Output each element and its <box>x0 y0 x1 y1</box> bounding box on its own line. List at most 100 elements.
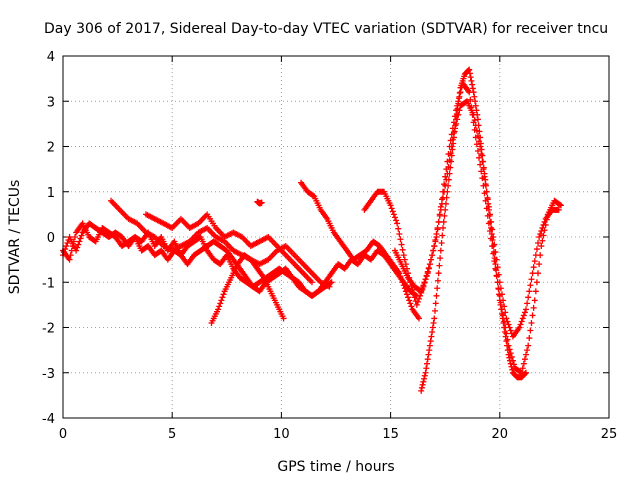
data-point-marker <box>431 243 438 250</box>
data-point-marker <box>434 285 441 292</box>
data-point-marker <box>469 81 476 88</box>
data-point-marker <box>410 290 417 297</box>
data-point-marker <box>496 279 503 286</box>
data-point-marker <box>422 276 429 283</box>
data-point-marker <box>402 288 409 295</box>
data-point-marker <box>67 252 74 259</box>
data-point-marker <box>529 312 536 319</box>
y-axis-label: SDTVAR / TECUs <box>7 180 23 295</box>
data-point-marker <box>77 235 84 242</box>
data-point-marker <box>519 315 526 322</box>
data-point-marker <box>471 93 478 100</box>
data-point-marker <box>470 89 477 96</box>
data-point-marker <box>495 271 502 278</box>
data-point-marker <box>524 347 531 354</box>
data-point-marker <box>492 261 499 268</box>
data-point-marker <box>415 295 422 302</box>
data-point-marker <box>411 294 418 301</box>
data-point-marker <box>328 279 335 286</box>
data-point-marker <box>474 116 481 123</box>
data-point-marker <box>533 246 540 253</box>
data-point-marker <box>473 127 480 134</box>
data-point-marker <box>426 261 433 268</box>
data-point-marker <box>435 270 442 277</box>
data-point-marker <box>431 315 438 322</box>
data-point-marker <box>428 256 435 263</box>
series-track-b <box>60 220 335 299</box>
data-point-marker <box>390 211 397 218</box>
data-point-marker <box>399 246 406 253</box>
data-point-marker <box>529 270 536 277</box>
data-point-marker <box>505 321 512 328</box>
data-point-marker <box>216 303 223 310</box>
data-point-marker <box>538 243 545 250</box>
data-point-marker <box>484 196 491 203</box>
data-point-marker <box>439 232 446 239</box>
data-point-marker <box>516 324 523 331</box>
data-point-marker <box>471 117 478 124</box>
data-point-marker <box>503 338 510 345</box>
data-point-marker <box>426 347 433 354</box>
data-point-marker <box>310 192 317 199</box>
data-point-marker <box>425 265 432 272</box>
data-point-marker <box>503 315 510 322</box>
data-point-marker <box>73 247 80 254</box>
data-point-marker <box>519 365 526 372</box>
data-point-marker <box>501 329 508 336</box>
data-point-marker <box>466 70 473 77</box>
series-track-d <box>142 211 315 286</box>
data-point-marker <box>389 208 396 215</box>
data-point-marker <box>417 292 424 299</box>
data-point-marker <box>442 173 449 180</box>
data-point-marker <box>432 237 439 244</box>
data-point-marker <box>442 182 449 189</box>
data-point-marker <box>388 205 395 212</box>
data-point-marker <box>541 218 548 225</box>
data-point-marker <box>478 151 485 158</box>
data-point-marker <box>556 201 563 208</box>
data-point-marker <box>437 255 444 262</box>
y-tick-label: 2 <box>47 141 55 156</box>
x-tick-label: 10 <box>273 427 290 442</box>
data-point-marker <box>406 297 413 304</box>
data-point-marker <box>479 158 486 165</box>
data-point-marker <box>72 234 79 240</box>
data-point-marker <box>429 329 436 336</box>
y-tick-label: -1 <box>42 276 55 291</box>
data-point-marker <box>527 327 534 334</box>
data-point-marker <box>521 356 528 363</box>
data-point-marker <box>476 154 483 161</box>
series-track-e <box>208 252 287 326</box>
data-point-marker <box>440 218 447 225</box>
data-point-marker <box>474 148 481 155</box>
data-point-marker <box>540 221 547 228</box>
data-point-marker <box>220 291 227 298</box>
data-point-marker <box>413 301 420 308</box>
data-point-marker <box>454 116 461 123</box>
data-point-marker <box>470 111 477 118</box>
data-point-marker <box>418 288 425 295</box>
data-point-marker <box>258 199 265 206</box>
x-tick-label: 20 <box>492 427 509 442</box>
y-tick-label: -4 <box>42 412 55 427</box>
data-point-marker <box>472 122 479 129</box>
data-point-marker <box>501 303 508 310</box>
data-point-marker <box>531 297 538 304</box>
data-point-marker <box>424 356 431 363</box>
data-point-marker <box>555 206 562 213</box>
data-point-marker <box>524 300 531 307</box>
y-tick-label: 3 <box>47 95 55 110</box>
data-point-marker <box>437 247 444 254</box>
data-point-marker <box>63 243 70 250</box>
data-point-marker <box>492 249 499 256</box>
data-point-marker <box>485 203 492 210</box>
x-tick-labels: 0 5 10 15 20 25 <box>59 427 617 442</box>
data-point-marker <box>440 224 447 231</box>
data-point-marker <box>523 369 530 376</box>
data-point-marker <box>430 247 437 254</box>
y-tick-label: 1 <box>47 186 55 201</box>
data-point-marker <box>526 335 533 342</box>
data-point-marker <box>452 125 459 132</box>
data-point-marker <box>500 319 507 326</box>
data-point-marker <box>477 161 484 168</box>
